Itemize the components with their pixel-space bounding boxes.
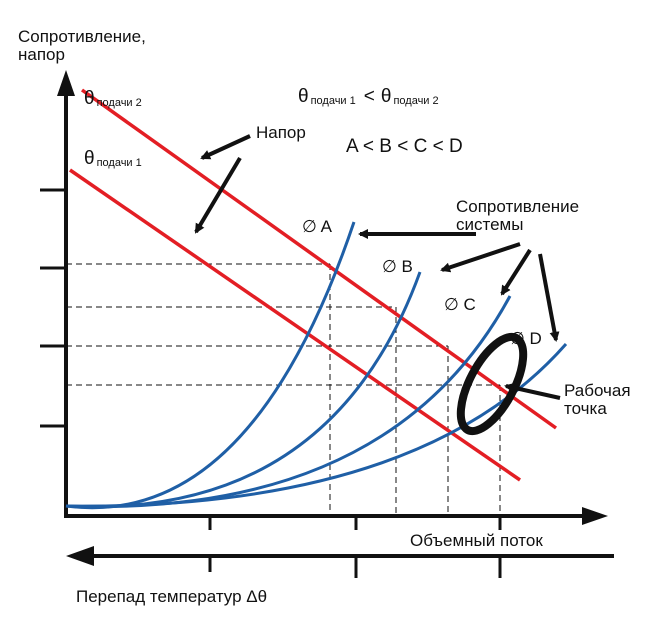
y-axis-label-line2: напор bbox=[18, 45, 65, 64]
curve-label-b: ∅ B bbox=[382, 257, 413, 276]
napor-arrow-1 bbox=[200, 134, 251, 160]
system-curve-c bbox=[65, 295, 512, 509]
theta-relation: θ подачи 1 < θ подачи 2 bbox=[298, 86, 439, 107]
working-point-label-line1: Рабочая bbox=[564, 381, 631, 400]
system-curves bbox=[65, 221, 568, 510]
pump-head-line-supply-2 bbox=[80, 88, 558, 430]
temperature-axis bbox=[66, 546, 614, 578]
theta-symbol: θ bbox=[84, 148, 95, 169]
theta-supply-1-label: θ подачи 1 bbox=[84, 148, 142, 169]
resistance-arrow-c bbox=[500, 248, 532, 296]
pump-head-line-supply-1 bbox=[69, 168, 521, 482]
theta-relation-sub-1: подачи 1 bbox=[311, 95, 356, 107]
theta-symbol: θ bbox=[298, 86, 309, 107]
annotation-arrows bbox=[194, 134, 561, 400]
system-resistance-label-line1: Сопротивление bbox=[456, 197, 579, 216]
curve-order-text: A < B < C < D bbox=[346, 136, 463, 157]
working-point-label-line2: точка bbox=[564, 399, 607, 418]
dashed-guides bbox=[66, 263, 501, 516]
system-curve-d bbox=[65, 343, 568, 508]
theta-relation-sub-2: подачи 2 bbox=[393, 95, 438, 107]
y-axis-arrowhead bbox=[57, 70, 75, 96]
temperature-difference-label: Перепад температур Δθ bbox=[76, 587, 267, 606]
theta-supply-2-label: θ подачи 2 bbox=[84, 88, 142, 109]
theta-symbol: θ bbox=[84, 88, 95, 109]
working-point-arrow bbox=[504, 382, 561, 400]
temperature-axis-arrowhead bbox=[66, 546, 94, 566]
resistance-arrow-d bbox=[538, 253, 560, 342]
theta-symbol: θ bbox=[381, 86, 392, 107]
resistance-arrow-b bbox=[440, 242, 521, 273]
napor-arrow-2 bbox=[194, 156, 242, 234]
system-resistance-label-line2: системы bbox=[456, 215, 523, 234]
axes bbox=[40, 70, 608, 530]
curve-label-d: ∅ D bbox=[510, 329, 542, 348]
theta-supply-2-subscript: подачи 2 bbox=[97, 97, 142, 109]
working-point-ellipse bbox=[456, 332, 528, 436]
napor-label: Напор bbox=[256, 123, 306, 142]
curve-label-c: ∅ C bbox=[444, 295, 476, 314]
x-axis-label: Объемный поток bbox=[410, 531, 543, 550]
theta-relation-less: < bbox=[364, 86, 375, 107]
x-axis-arrowhead bbox=[582, 507, 608, 525]
y-axis-label-line1: Сопротивление, bbox=[18, 27, 146, 46]
theta-supply-1-subscript: подачи 1 bbox=[97, 157, 142, 169]
curve-label-a: ∅ A bbox=[302, 217, 333, 236]
